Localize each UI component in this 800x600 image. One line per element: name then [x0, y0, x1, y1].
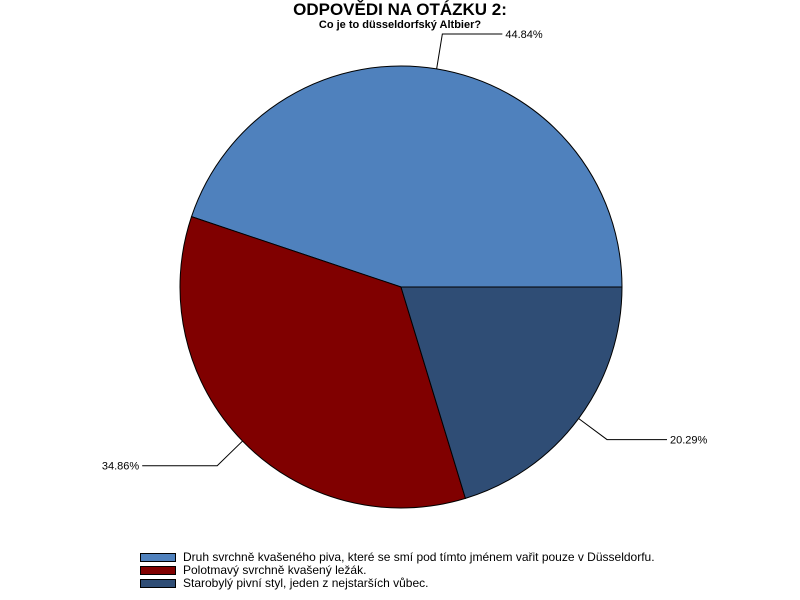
legend-swatch [140, 579, 176, 588]
legend-label: Druh svrchně kvašeného piva, které se sm… [183, 550, 655, 564]
legend-item: Starobylý pivní styl, jeden z nejstaršíc… [140, 577, 655, 590]
legend-swatch [140, 553, 176, 562]
legend-item: Polotmavý svrchně kvašený ležák. [140, 564, 655, 577]
legend-swatch [140, 566, 176, 575]
leader-line [142, 440, 243, 467]
pie-slice [190, 65, 623, 288]
legend-item: Druh svrchně kvašeného piva, které se sm… [140, 551, 655, 564]
chart-subtitle: Co je to düsseldorfský Altbier? [318, 19, 482, 31]
chart-title: ODPOVĚDI NA OTÁZKU 2: [293, 0, 507, 19]
legend-label: Polotmavý svrchně kvašený ležák. [183, 563, 367, 577]
pie-slice [400, 286, 623, 500]
leader-line [436, 33, 503, 69]
slice-percent-label: 44.84% [505, 29, 543, 41]
pie-slice [179, 216, 467, 509]
slice-percent-label: 34.86% [102, 461, 140, 473]
legend: Druh svrchně kvašeného piva, které se sm… [140, 551, 655, 590]
leader-line [578, 418, 668, 441]
legend-label: Starobylý pivní styl, jeden z nejstaršíc… [183, 576, 429, 590]
slice-percent-label: 20.29% [670, 435, 708, 447]
